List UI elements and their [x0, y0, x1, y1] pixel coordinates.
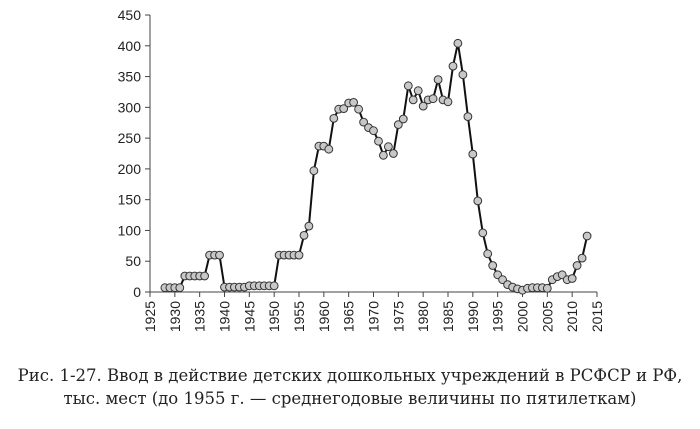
data-point: [408, 95, 418, 105]
data-point: [577, 253, 587, 263]
y-tick-label: 100: [118, 222, 142, 238]
data-point: [384, 142, 393, 152]
data-point: [488, 261, 498, 270]
series-line: [164, 42, 589, 292]
x-tick-label: 1950: [266, 301, 282, 332]
data-point: [175, 283, 185, 293]
x-tick-label: 2010: [564, 301, 580, 332]
x-tick-label: 1935: [192, 301, 208, 332]
x-tick-label: 1940: [217, 301, 233, 332]
x-tick-label: 1995: [490, 301, 506, 332]
x-tick-label: 2015: [589, 301, 605, 332]
y-tick-label: 250: [118, 130, 142, 146]
x-tick-label: 2000: [515, 301, 531, 332]
y-tick-label: 50: [125, 253, 141, 269]
data-point: [339, 104, 349, 113]
x-tick-label: 1930: [167, 301, 183, 332]
x-tick-label: 1965: [341, 301, 357, 332]
data-point: [483, 249, 493, 259]
data-point: [413, 86, 423, 96]
x-tick-label: 1955: [291, 301, 307, 332]
x-tick-label: 1970: [366, 301, 382, 332]
data-point: [294, 250, 304, 260]
y-axis-tick-labels: 0 50 100 150 200 250 300 350 400 450: [118, 7, 142, 300]
x-tick-label: 1975: [390, 301, 406, 332]
data-point: [458, 70, 468, 80]
data-point: [329, 114, 339, 123]
data-point: [468, 149, 478, 159]
x-tick-label: 1945: [241, 301, 257, 332]
y-tick-label: 400: [118, 38, 142, 54]
data-point: [567, 274, 577, 283]
data-point: [473, 196, 483, 206]
x-tick-label: 1925: [142, 301, 158, 332]
data-point: [433, 75, 443, 84]
line-chart: 0 50 100 150 200 250 300 350 400 450 1925 1930 1935…: [118, 7, 605, 332]
data-point: [478, 228, 488, 238]
data-point: [393, 120, 403, 129]
data-series: [160, 38, 592, 295]
data-point: [389, 149, 398, 158]
data-point: [379, 150, 388, 160]
data-point: [403, 81, 413, 91]
data-point: [299, 231, 309, 240]
data-point: [269, 281, 279, 291]
data-point: [582, 231, 592, 241]
data-point: [324, 144, 334, 154]
y-tick-label: 150: [118, 192, 142, 208]
data-point: [200, 271, 210, 281]
caption-line-2: тыс. мест (до 1955 г. — среднегодовые ве…: [63, 389, 637, 408]
data-point: [398, 114, 408, 124]
data-point: [443, 97, 453, 107]
data-point: [463, 112, 473, 121]
data-point: [448, 61, 458, 71]
x-tick-label: 2005: [539, 301, 555, 332]
x-tick-label: 1985: [440, 301, 456, 332]
y-tick-label: 450: [118, 7, 142, 23]
data-point: [453, 38, 463, 48]
figure-caption: Рис. 1-27. Ввод в действие детских дошко…: [0, 364, 700, 410]
data-point: [215, 250, 224, 260]
data-point: [374, 136, 383, 146]
data-point: [572, 261, 582, 270]
y-tick-label: 300: [118, 99, 142, 115]
y-tick-label: 200: [118, 161, 142, 177]
data-point: [418, 101, 428, 111]
x-axis-tick-labels: 1925 1930 1935 1940 1945 1950 1955 1960 1965 1970…: [142, 301, 605, 332]
data-point: [369, 126, 378, 136]
y-tick-label: 350: [118, 69, 142, 85]
data-point: [349, 98, 359, 107]
data-point: [354, 104, 364, 114]
x-tick-label: 1990: [465, 301, 481, 332]
data-point: [428, 94, 438, 104]
x-tick-label: 1980: [415, 301, 431, 332]
data-point: [359, 117, 369, 127]
data-point: [304, 221, 314, 231]
data-point: [542, 283, 552, 293]
y-tick-label: 0: [133, 284, 141, 300]
data-point: [309, 166, 319, 176]
caption-line-1: Рис. 1-27. Ввод в действие детских дошко…: [17, 366, 683, 385]
x-tick-label: 1960: [316, 301, 332, 332]
